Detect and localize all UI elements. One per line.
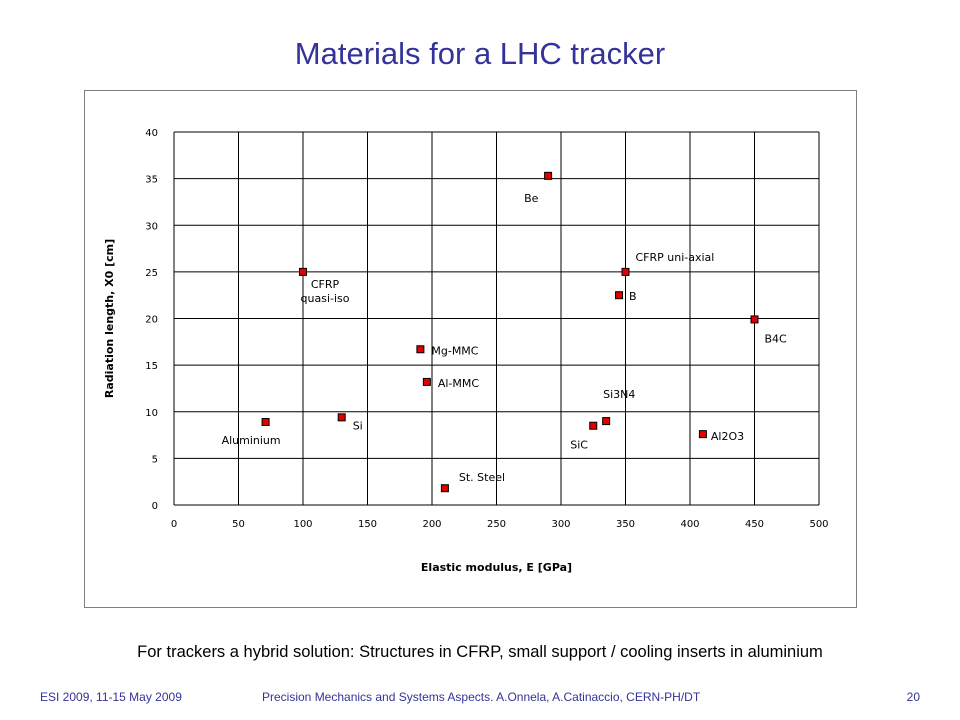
data-point-label: Aluminium xyxy=(222,434,281,447)
chart-frame: 0 50 100 150 200 250 300 350 400 450 500 0 5 10 15 20 25… xyxy=(84,90,857,608)
x-axis-label: Elastic modulus, E [GPa] xyxy=(421,561,572,574)
x-tick-label: 150 xyxy=(358,519,377,530)
x-tick-label: 0 xyxy=(171,519,177,530)
y-tick-label: 0 xyxy=(152,501,158,512)
x-tick-label: 400 xyxy=(680,519,699,530)
slide-caption: For trackers a hybrid solution: Structur… xyxy=(137,643,823,661)
x-tick-label: 200 xyxy=(422,519,441,530)
data-point-marker xyxy=(750,315,759,324)
y-tick-label: 40 xyxy=(145,128,158,139)
scatter-chart: 0 50 100 150 200 250 300 350 400 450 500 0 5 10 15 20 25… xyxy=(103,128,829,574)
footer-authors: Precision Mechanics and Systems Aspects.… xyxy=(262,690,701,704)
data-point-label: CFRP uni-axial xyxy=(636,251,715,264)
x-tick-label: 250 xyxy=(487,519,506,530)
data-point-marker xyxy=(337,413,346,422)
data-point-label: CFRP quasi-iso xyxy=(301,278,350,305)
data-point-marker xyxy=(621,267,630,276)
x-tick-label: 500 xyxy=(809,519,828,530)
x-tick-label: 350 xyxy=(616,519,635,530)
data-point-label: St. Steel xyxy=(459,471,505,484)
data-point-label: B xyxy=(629,290,637,303)
x-tick-label: 300 xyxy=(551,519,570,530)
data-point-marker xyxy=(602,417,611,426)
footer-event: ESI 2009, 11-15 May 2009 xyxy=(40,690,182,704)
y-tick-label: 20 xyxy=(145,315,158,326)
y-axis-label: Radiation length, X0 [cm] xyxy=(103,239,116,398)
data-point-marker xyxy=(416,345,425,354)
y-tick-label: 15 xyxy=(145,361,158,372)
x-tick-label: 450 xyxy=(745,519,764,530)
x-tick-label: 100 xyxy=(293,519,312,530)
data-point-label: Al-MMC xyxy=(438,377,480,390)
y-tick-label: 25 xyxy=(145,268,158,279)
data-point-marker xyxy=(698,430,707,439)
data-point-label: Al2O3 xyxy=(711,430,744,443)
data-point-marker xyxy=(440,484,449,493)
data-point-marker xyxy=(615,291,624,300)
slide-title: Materials for a LHC tracker xyxy=(294,36,666,71)
data-point-marker xyxy=(544,171,553,180)
y-tick-label: 5 xyxy=(152,454,158,465)
data-point-marker xyxy=(422,377,431,386)
data-point-marker xyxy=(589,421,598,430)
data-point-label: B4C xyxy=(765,332,788,345)
y-tick-label: 35 xyxy=(145,175,158,186)
data-point-marker xyxy=(299,267,307,276)
data-point-label: SiC xyxy=(570,439,588,452)
page-number: 20 xyxy=(906,690,920,704)
data-point-marker xyxy=(261,418,270,427)
data-point-label: Si xyxy=(353,419,363,432)
data-point-label: Be xyxy=(524,192,539,205)
data-point-label: Si3N4 xyxy=(603,388,635,401)
x-tick-label: 50 xyxy=(232,519,245,530)
y-tick-label: 10 xyxy=(145,408,158,419)
data-point-label: Mg-MMC xyxy=(431,344,478,357)
y-tick-label: 30 xyxy=(145,221,158,232)
